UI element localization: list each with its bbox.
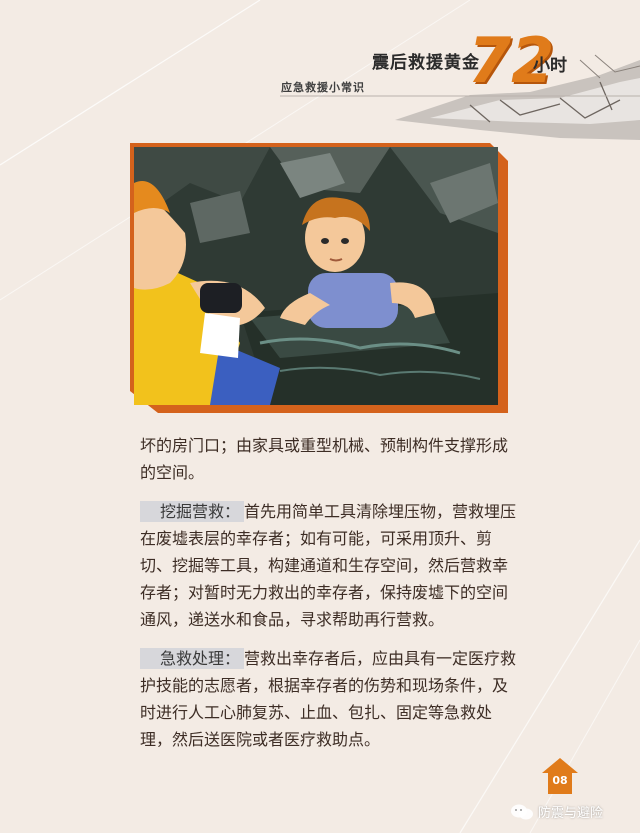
section-label: 挖掘营救： [140, 501, 245, 522]
section-paragraph-dig-rescue: 挖掘营救： 首先用简单工具清除埋压物，营救埋压在废墟表层的幸存者；如有可能，可采用… [140, 498, 520, 633]
intro-paragraph: 坏的房门口；由家具或重型机械、预制构件支撑形成的空间。 [140, 432, 520, 486]
page-header: 震后救援黄金 72 小时 应急救援小常识 [0, 0, 640, 150]
section-text: 首先用简单工具清除埋压物，营救埋压在废墟表层的幸存者；如有可能，可采用顶升、剪切… [140, 502, 517, 629]
cracked-ground-graphic [280, 54, 640, 140]
section-text: 营救出幸存者后，应由具有一定医疗救护技能的志愿者，根据幸存者的伤势和现场条件，及… [140, 649, 517, 749]
article-body: 坏的房门口；由家具或重型机械、预制构件支撑形成的空间。 挖掘营救： 首先用简单工具… [140, 432, 520, 753]
page-title: 震后救援黄金 [372, 53, 480, 73]
page-subtitle: 应急救援小常识 [281, 81, 365, 94]
house-badge-icon [542, 758, 578, 794]
section-label: 急救处理： [140, 648, 245, 669]
title-number: 72 [468, 24, 555, 97]
wechat-icon [511, 804, 533, 819]
page-number: 08 [552, 774, 568, 787]
watermark-text: 防震与避险 [538, 806, 604, 821]
watermark: 防震与避险 [510, 802, 603, 821]
section-paragraph-first-aid: 急救处理： 营救出幸存者后，应由具有一定医疗救护技能的志愿者，根据幸存者的伤势和现… [140, 645, 520, 753]
rescue-illustration [130, 143, 508, 413]
title-unit: 小时 [533, 56, 567, 76]
intro-text: 坏的房门口；由家具或重型机械、预制构件支撑形成的空间。 [140, 436, 509, 482]
